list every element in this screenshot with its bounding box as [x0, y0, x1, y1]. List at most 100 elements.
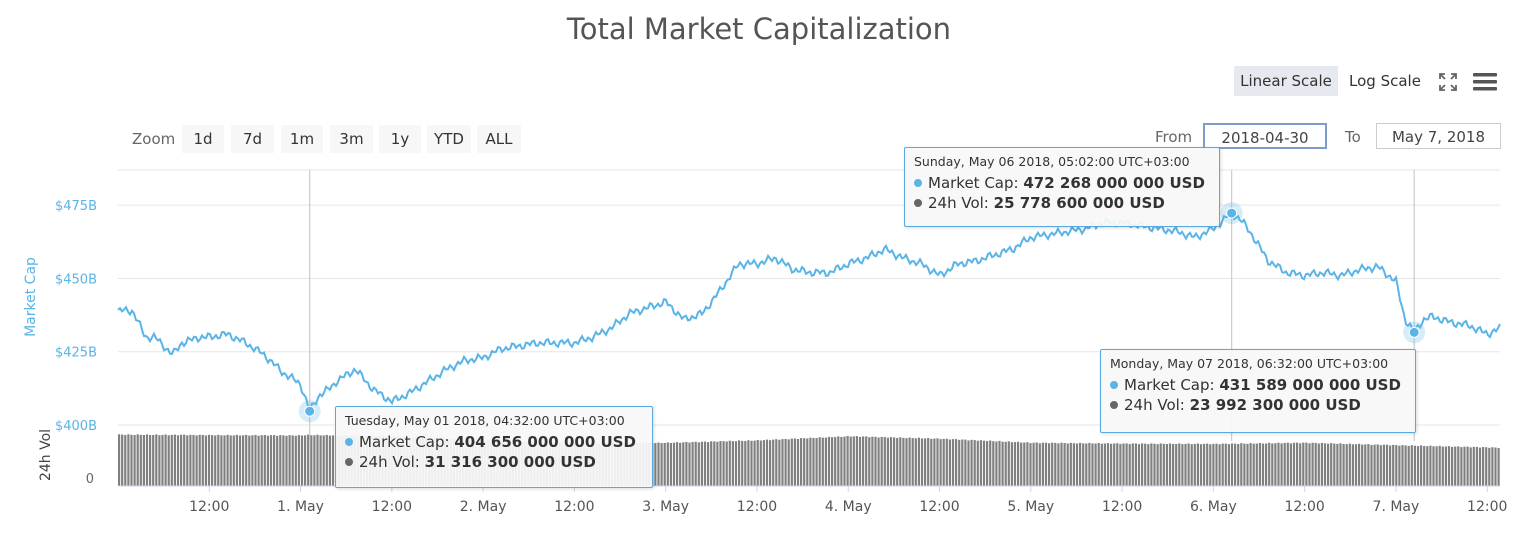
volume-bar	[827, 436, 831, 486]
zoom-3m-button[interactable]: 3m	[330, 125, 373, 153]
volume-bar	[1358, 443, 1361, 486]
volume-bar	[666, 442, 669, 486]
volume-bar	[1097, 443, 1100, 486]
tooltip-cap-value: 431 589 000 000 USD	[1219, 376, 1401, 394]
volume-bar	[1289, 443, 1292, 486]
volume-bar	[809, 437, 812, 486]
volume-bar	[1004, 441, 1007, 486]
volume-bar	[300, 435, 304, 486]
volume-bar	[697, 442, 700, 486]
volume-bar	[1203, 443, 1206, 486]
tooltip-may-01: Tuesday, May 01 2018, 04:32:00 UTC+03:00…	[335, 406, 653, 488]
zoom-1m-button[interactable]: 1m	[281, 125, 323, 153]
volume-bar	[1122, 443, 1125, 486]
volume-bar	[1054, 442, 1057, 486]
x-tick-label: 1. May	[277, 499, 324, 515]
volume-bar	[1085, 443, 1088, 486]
zoom-label: Zoom	[132, 130, 176, 148]
volume-bar	[1472, 446, 1475, 486]
volume-bar	[989, 440, 992, 486]
volume-bar	[195, 435, 198, 486]
range-to-input[interactable]: May 7, 2018	[1376, 123, 1501, 149]
volume-bar	[753, 440, 756, 486]
tooltip-vol-label: 24h Vol:	[359, 453, 420, 471]
volume-bar	[1116, 443, 1119, 486]
volume-bar	[313, 435, 316, 486]
volume-bar	[1420, 445, 1423, 486]
volume-bar	[722, 441, 725, 486]
fullscreen-icon[interactable]	[1438, 72, 1458, 92]
hover-point	[1408, 326, 1420, 338]
volume-bar	[803, 438, 806, 486]
volume-bar	[1060, 442, 1063, 486]
log-scale-button[interactable]: Log Scale	[1349, 72, 1421, 90]
linear-scale-button[interactable]: Linear Scale	[1234, 66, 1338, 96]
range-from-input[interactable]: 2018-04-30	[1203, 123, 1327, 149]
volume-bar	[672, 442, 676, 486]
volume-bar	[728, 440, 731, 486]
volume-bar	[1159, 443, 1162, 486]
volume-bar	[676, 442, 679, 486]
x-tick-label: 12:00	[919, 499, 959, 515]
volume-bar	[136, 434, 139, 486]
volume-bar	[1345, 444, 1348, 486]
volume-bar	[1485, 447, 1488, 486]
volume-bar	[855, 436, 858, 486]
tooltip-vol-label: 24h Vol:	[928, 194, 989, 212]
tooltip-date: Tuesday, May 01 2018, 04:32:00 UTC+03:00	[345, 413, 625, 428]
volume-bar	[186, 435, 189, 486]
volume-bar	[951, 439, 955, 486]
volume-bar	[1348, 443, 1351, 486]
tooltip-market-cap-row: Market Cap: 472 268 000 000 USD	[914, 174, 1210, 192]
volume-bar	[880, 436, 883, 486]
volume-bar	[725, 441, 728, 486]
volume-bar	[173, 434, 176, 486]
volume-bar	[1330, 443, 1333, 486]
volume-bar	[1240, 443, 1243, 486]
volume-bar	[1407, 445, 1410, 486]
volume-bar	[1351, 444, 1354, 486]
volume-bar	[1308, 443, 1311, 486]
volume-series	[118, 434, 1500, 486]
zoom-1d-button[interactable]: 1d	[182, 125, 224, 153]
volume-bar	[868, 437, 871, 486]
volume-bar	[1441, 446, 1444, 486]
volume-bar	[180, 434, 183, 486]
zoom-ytd-button[interactable]: YTD	[427, 125, 471, 153]
tooltip-cap-value: 404 656 000 000 USD	[454, 433, 636, 451]
volume-bar	[176, 435, 180, 486]
volume-bar	[1475, 446, 1478, 486]
zoom-all-button[interactable]: ALL	[477, 125, 521, 153]
zoom-7d-button[interactable]: 7d	[231, 125, 274, 153]
volume-bar	[1072, 443, 1075, 486]
volume-bar	[1013, 442, 1017, 486]
volume-bar	[322, 435, 325, 486]
volume-bar	[772, 439, 775, 486]
volume-bar	[161, 434, 164, 486]
volume-bar	[1444, 446, 1447, 486]
volume-bar	[304, 435, 307, 486]
x-tick-label: 7. May	[1373, 499, 1420, 515]
volume-bar	[924, 438, 927, 486]
tooltip-cap-value: 472 268 000 000 USD	[1023, 174, 1205, 192]
volume-bar	[862, 436, 865, 486]
volume-bar	[1063, 443, 1066, 486]
volume-bar	[1113, 443, 1116, 486]
volume-bar	[142, 435, 145, 486]
volume-bar	[220, 435, 223, 486]
volume-bar	[1317, 443, 1320, 486]
volume-bar	[1488, 447, 1491, 486]
volume-bar	[1165, 444, 1168, 486]
volume-bar	[1069, 442, 1072, 486]
volume-bar	[1001, 441, 1004, 486]
volume-bar	[883, 437, 886, 486]
hamburger-menu-icon[interactable]	[1472, 71, 1498, 93]
x-tick-label: 3. May	[642, 499, 689, 515]
tooltip-may-07: Monday, May 07 2018, 06:32:00 UTC+03:00 …	[1100, 349, 1416, 433]
volume-bar	[118, 434, 121, 486]
volume-bar	[1212, 443, 1215, 486]
tooltip-volume-row: 24h Vol: 23 992 300 000 USD	[1110, 396, 1406, 414]
volume-bar	[1463, 446, 1466, 486]
zoom-1y-button[interactable]: 1y	[379, 125, 421, 153]
volume-bar	[1230, 443, 1234, 486]
